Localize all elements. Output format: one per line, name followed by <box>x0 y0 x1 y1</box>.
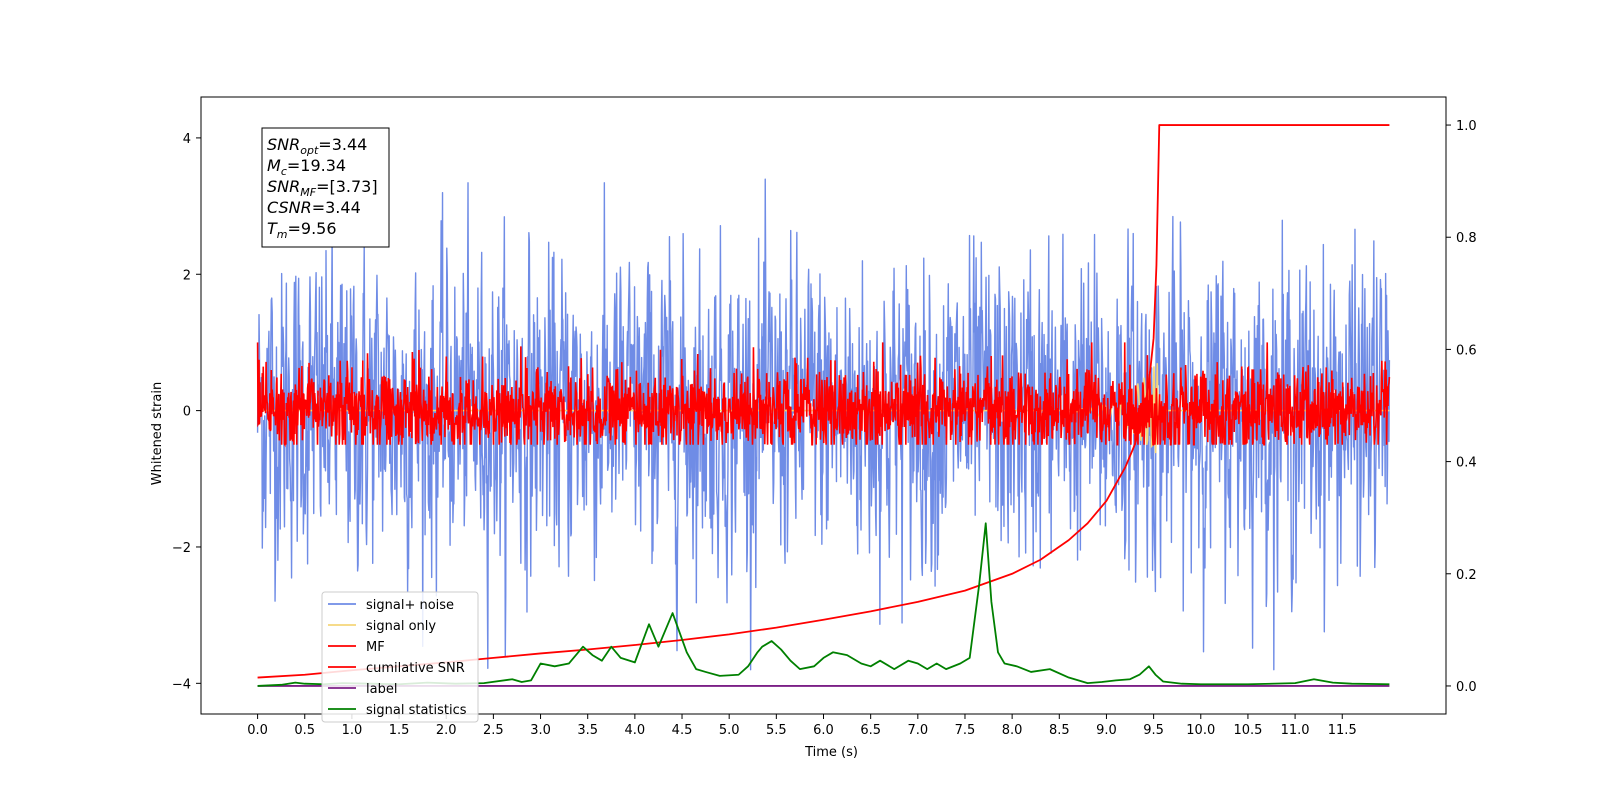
x-tick-label: 5.5 <box>766 723 787 738</box>
series-line-cumulative-snr <box>257 124 1390 679</box>
y2-tick-label: 0.4 <box>1456 456 1477 471</box>
x-axis-label: Time (s) <box>804 745 858 760</box>
y-tick-label: 4 <box>183 132 191 147</box>
legend-label: label <box>366 682 397 697</box>
y-tick-label: −2 <box>172 541 191 556</box>
y2-tick-label: 0.2 <box>1456 568 1477 583</box>
x-tick-label: 1.0 <box>342 723 363 738</box>
x-tick-label: 6.0 <box>813 723 834 738</box>
x-tick-label: 8.0 <box>1002 723 1023 738</box>
x-tick-label: 11.0 <box>1281 723 1310 738</box>
x-tick-label: 7.0 <box>907 723 928 738</box>
x-tick-label: 10.0 <box>1186 723 1215 738</box>
x-tick-label: 2.5 <box>483 723 504 738</box>
y-axis-label: Whitened strain <box>150 382 165 485</box>
legend-label: MF <box>366 640 385 655</box>
x-tick-label: 9.5 <box>1143 723 1164 738</box>
y2-tick-label: 0.6 <box>1456 343 1477 358</box>
legend-label: signal only <box>366 619 436 634</box>
x-tick-label: 0.0 <box>247 723 268 738</box>
annotation-line: SNRopt=3.44 <box>267 135 367 157</box>
x-tick-label: 0.5 <box>294 723 315 738</box>
x-tick-label: 8.5 <box>1049 723 1070 738</box>
series-line-signal-statistics <box>257 522 1390 687</box>
y2-tick-label: 1.0 <box>1456 119 1477 134</box>
x-tick-label: 11.5 <box>1328 723 1357 738</box>
y2-tick-label: 0.0 <box>1456 680 1477 695</box>
y2-tick-label: 0.8 <box>1456 231 1477 246</box>
legend-label: signal+ noise <box>366 598 454 613</box>
x-tick-label: 3.0 <box>530 723 551 738</box>
x-tick-label: 3.5 <box>577 723 598 738</box>
x-tick-label: 9.0 <box>1096 723 1117 738</box>
y-tick-label: −4 <box>172 677 191 692</box>
annotation-line: Mc=19.34 <box>267 156 346 178</box>
x-tick-label: 10.5 <box>1233 723 1262 738</box>
x-tick-label: 4.0 <box>625 723 646 738</box>
legend <box>321 591 479 723</box>
legend-label: signal statistics <box>366 703 467 718</box>
annotation-line: Tm=9.56 <box>267 219 337 241</box>
annotation-box <box>261 127 390 248</box>
x-tick-label: 2.0 <box>436 723 457 738</box>
annotation-line: CSNR=3.44 <box>267 198 361 217</box>
y-tick-label: 0 <box>183 405 191 420</box>
y-tick-label: 2 <box>183 268 191 283</box>
x-tick-label: 7.5 <box>955 723 976 738</box>
x-tick-label: 6.5 <box>860 723 881 738</box>
x-tick-label: 5.0 <box>719 723 740 738</box>
legend-label: cumilative SNR <box>366 661 465 676</box>
series-line-mf <box>256 342 1391 448</box>
annotation-line: SNRMF=[3.73] <box>267 177 378 199</box>
x-tick-label: 1.5 <box>389 723 410 738</box>
x-tick-label: 4.5 <box>672 723 693 738</box>
